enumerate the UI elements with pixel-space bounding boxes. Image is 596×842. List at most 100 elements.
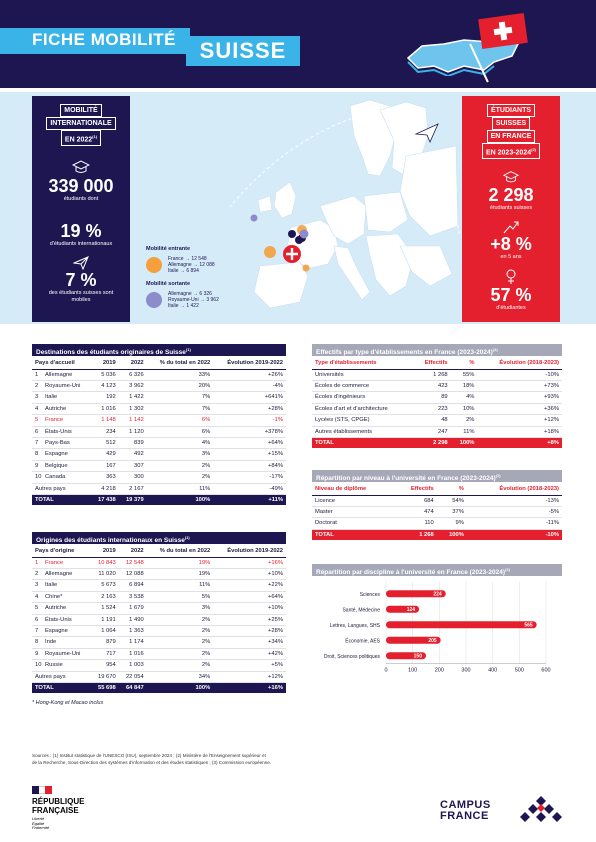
type-cell: Écoles d'art et d'architecture (312, 403, 414, 416)
left-stats-panel: MOBILITÉ INTERNATIONALE EN 2022(1) 339 0… (32, 96, 130, 322)
outgoing-dot (146, 292, 162, 308)
table-row: 5 Autriche 1 524 1 679 3% +10% (32, 602, 286, 615)
value-cell: -1% (213, 414, 286, 427)
paper-plane-icon (73, 256, 89, 271)
total-value: 64 847 (118, 682, 147, 694)
rf-line-1: RÉPUBLIQUE (32, 797, 85, 806)
total-students-value: 339 000 (48, 176, 114, 197)
left-title-line-3: EN 2022 (64, 136, 93, 144)
country-cell: Autres pays (32, 483, 91, 495)
outgoing-line: Royaume-Uni → 3 962 (168, 297, 219, 303)
discipline-title: Répartition par discipline à l'universit… (312, 564, 562, 576)
column-header: 2019 (90, 548, 119, 558)
value-cell: +10% (213, 602, 286, 615)
right-title-line-2: SUISSES (491, 117, 531, 130)
value-cell: 1 064 (90, 625, 119, 638)
category-label: Lettres, Langues, SHS (330, 623, 381, 629)
column-header: Évolution (2018-2023) (466, 486, 562, 496)
value-cell: 10 843 (90, 557, 119, 569)
country-cell: Italie (42, 391, 91, 404)
total-value: 55 698 (90, 682, 119, 694)
table-row: Licence 684 54% -13% (312, 495, 562, 507)
value-cell: 2% (146, 648, 214, 661)
column-header: Évolution 2019-2022 (213, 360, 286, 370)
table-row: Écoles d'ingénieurs 89 4% +93% (312, 391, 562, 404)
table-row: Universités 1 268 55% -10% (312, 369, 562, 381)
value-cell: +26% (213, 369, 286, 381)
table-row: 7 Pays-Bas 512 839 4% +64% (32, 437, 286, 450)
type-cell: Doctorat (312, 517, 395, 530)
table-row: 3 Italie 5 673 6 894 11% +22% (32, 579, 286, 592)
value-cell: 10% (450, 403, 478, 416)
publication-date: Avril 2025 (535, 82, 560, 88)
value-cell: 4% (146, 437, 214, 450)
value-cell: 167 (90, 460, 119, 473)
value-cell: 11% (146, 579, 214, 592)
column-header: % (436, 486, 467, 496)
value-cell: 2 163 (90, 591, 119, 604)
column-header: Pays d'origine (32, 548, 91, 558)
total-row: TOTAL 1 268 100% -10% (312, 529, 562, 541)
country-cell: Canada (42, 471, 91, 484)
total-row: TOTAL 55 698 64 847 100% +16% (32, 682, 286, 694)
country-cell: Allemagne (42, 369, 91, 381)
table-row: 8 Inde 879 1 174 2% +34% (32, 636, 286, 649)
value-cell: +5% (213, 659, 286, 672)
rank-cell: 3 (32, 391, 42, 404)
value-cell: -5% (466, 506, 562, 519)
value-cell: -49% (213, 483, 286, 495)
x-tick-label: 0 (384, 668, 387, 674)
levels-title: Répartition par niveau à l'université en… (312, 470, 562, 482)
sources-text: Sources : (1) Institut statistique de l'… (32, 753, 272, 765)
type-cell: Autres établissements (312, 426, 414, 438)
institutions-title: Effectifs par type d'établissements en F… (312, 344, 562, 356)
type-cell: Écoles de commerce (312, 380, 414, 393)
rank-cell: 1 (32, 557, 42, 569)
bar (386, 636, 441, 644)
total-label: TOTAL (32, 682, 91, 694)
rf-motto-3: Fraternité (32, 825, 50, 830)
rank-cell: 7 (32, 625, 42, 638)
value-cell: 839 (118, 437, 147, 450)
paper-plane-icon (414, 123, 439, 143)
rf-line-2: FRANÇAISE (32, 806, 79, 815)
value-cell: +84% (213, 460, 286, 473)
diamond-pattern-icon (520, 796, 562, 822)
value-cell: 110 (394, 517, 437, 530)
cf-line-1: CAMPUS (440, 799, 491, 811)
total-row: TOTAL 17 438 19 379 100% +11% (32, 494, 286, 506)
column-header: Type d'établissements (312, 360, 414, 370)
incoming-line: France → 12 548 (168, 256, 207, 262)
value-cell: 19 670 (90, 671, 119, 683)
total-value: 2 298 (413, 437, 451, 449)
category-label: Santé, Médecine (342, 607, 380, 613)
value-cell: -13% (466, 495, 562, 507)
right-title-line-4: EN 2023-2024 (485, 149, 532, 157)
country-cell: Royaume-Uni (42, 380, 91, 393)
value-cell: 2% (146, 471, 214, 484)
value-cell: 684 (394, 495, 437, 507)
cf-line-2: FRANCE (440, 810, 489, 822)
left-panel-title: MOBILITÉ INTERNATIONALE EN 2022(1) (39, 104, 123, 147)
value-cell: 22 054 (118, 671, 147, 683)
total-value: +8% (477, 437, 562, 449)
rank-cell: 8 (32, 448, 42, 461)
rank-cell: 10 (32, 659, 42, 672)
value-cell: 33% (146, 369, 214, 381)
value-cell: 6% (146, 426, 214, 438)
value-cell: 1 003 (118, 659, 147, 672)
table-row: 7 Espagne 1 064 1 363 2% +28% (32, 625, 286, 638)
table-header-row: Pays d'origine 2019 2022% du total en 2022… (32, 548, 286, 558)
total-value: -10% (466, 529, 562, 541)
rank-cell: 7 (32, 437, 42, 450)
table-row: 6 États-Unis 1 191 1 490 2% +25% (32, 614, 286, 626)
rank-cell: 4 (32, 591, 42, 604)
table-row: 4 Autriche 1 016 1 302 7% +28% (32, 403, 286, 416)
country-title: SUISSE (186, 36, 300, 66)
value-cell: 307 (118, 460, 147, 473)
country-cell: Espagne (42, 625, 91, 638)
female-icon (506, 269, 516, 285)
column-header: Effectifs (413, 360, 451, 370)
total-value: +16% (213, 682, 286, 694)
value-cell: 1 490 (118, 614, 147, 626)
